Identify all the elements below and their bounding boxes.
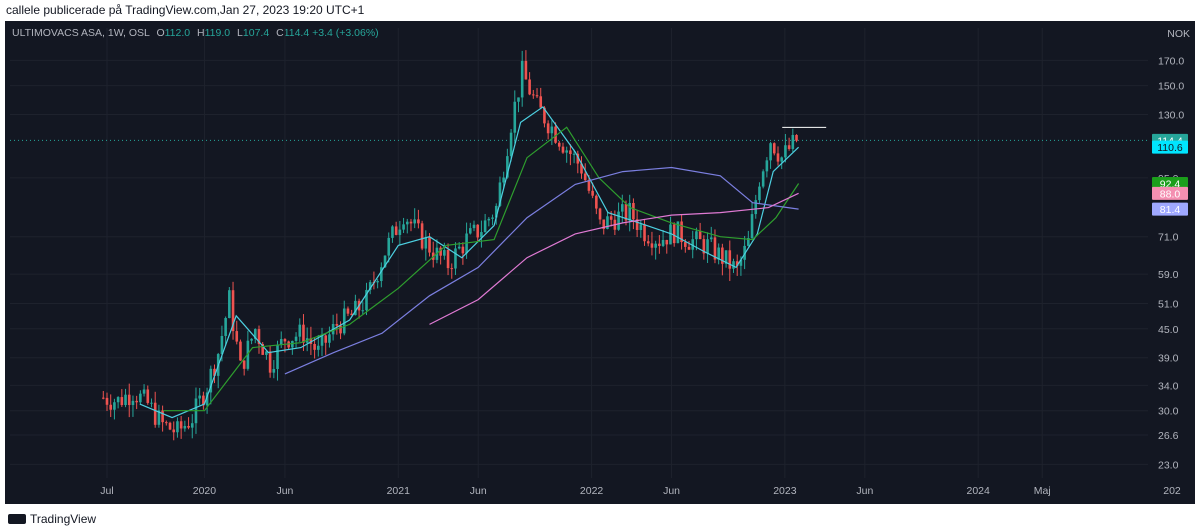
currency-unit: NOK: [1167, 28, 1190, 40]
chart-panel[interactable]: [5, 21, 1195, 504]
low-value: 107.4: [242, 27, 270, 39]
close-label: C: [276, 27, 284, 39]
tradingview-brand-text: TradingView: [30, 512, 97, 526]
tradingview-logo[interactable]: TradingView: [8, 512, 96, 526]
high-value: 119.0: [204, 27, 231, 39]
footer: TradingView: [0, 504, 1200, 529]
publish-caption: callele publicerade på TradingView.com,J…: [0, 0, 1200, 20]
close-value: 114.4: [283, 27, 310, 39]
symbol-name: ULTIMOVACS ASA, 1W, OSL: [12, 27, 150, 39]
open-label: O: [156, 27, 165, 39]
symbol-legend: ULTIMOVACS ASA, 1W, OSL O112.0 H119.0 L1…: [12, 27, 379, 39]
low-label: L: [237, 27, 243, 39]
high-label: H: [197, 27, 205, 39]
open-value: 112.0: [164, 27, 191, 39]
change-value: +3.4 (+3.06%): [312, 27, 379, 39]
tradingview-logo-icon: [8, 514, 26, 524]
